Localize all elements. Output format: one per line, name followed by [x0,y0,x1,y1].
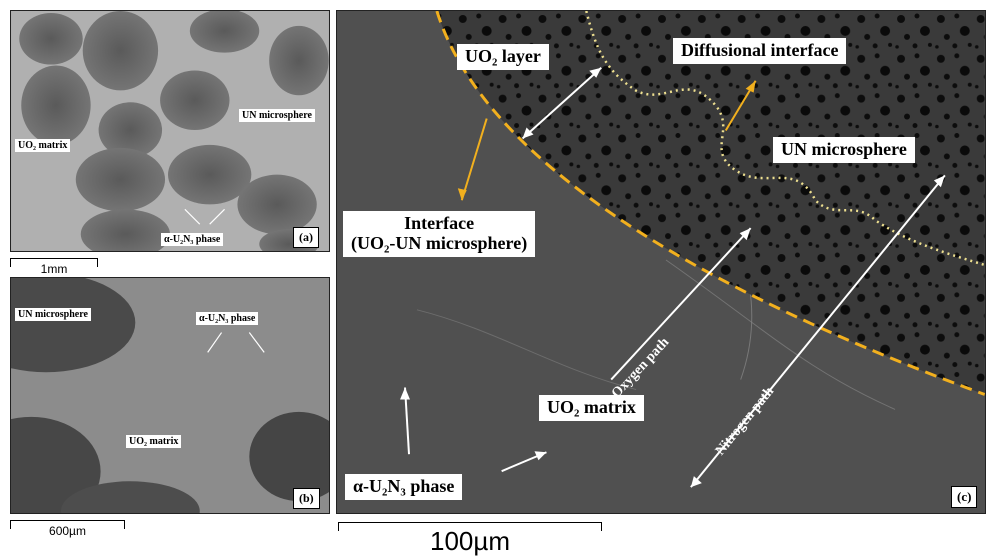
arrow-alpha-phase [207,332,223,353]
un-microsphere-grain [11,278,136,373]
alpha-phase-label: α-U₂N₃ phase [196,312,259,325]
un-microsphere-grain [249,411,329,502]
oxygen-path-arrow [610,227,752,381]
un-microsphere-label: UN microsphere [239,109,315,122]
panel-c-image [337,11,985,513]
un-microsphere-grain [19,12,83,65]
scalebar-line [10,520,125,529]
un-microsphere-grain [98,102,163,158]
scalebar-text: 600µm [49,524,86,538]
un-microsphere-grain [80,209,170,251]
un-microsphere-label: UN microsphere [773,137,915,163]
alpha-phase-label: α-U₂N₃ phase [161,233,224,246]
panel-a-micrograph: UO₂ matrix UN microsphere α-U₂N₃ phase (… [10,10,330,252]
uo2-matrix-label: UO₂ matrix [539,395,644,421]
panel-a-image [11,11,329,251]
panel-c-label: (c) [951,486,978,508]
panel-b-scalebar: 600µm [10,520,125,540]
un-microsphere-grain [11,416,101,513]
interface-label-line1: Interface [404,213,475,233]
arrow-alpha-phase [248,332,265,353]
nitrogen-path-arrow [690,174,946,488]
panel-c-micrograph: UO₂ layer Diffusional interface UN micro… [336,10,986,514]
diffusional-interface-label: Diffusional interface [673,38,847,64]
uo2-layer-label: UO₂ layer [457,44,549,70]
un-microsphere-grain [21,65,91,145]
panel-c-scalebar: 100µm [338,522,602,556]
scalebar-line [338,522,602,531]
uo2-matrix-label: UO₂ matrix [15,139,71,152]
un-microsphere-grain [75,147,166,212]
interface-label-line2: (UO₂-UN microsphere) [351,232,528,253]
un-microsphere-grain [168,144,252,205]
un-microsphere-grain [160,70,230,131]
arrow-alpha-phase [184,208,201,225]
un-microsphere-label: UN microsphere [15,308,91,321]
interface-label: Interface (UO₂-UN microsphere) [343,211,536,257]
un-microsphere-region [436,11,985,395]
panel-a-label: (a) [293,227,319,248]
un-microsphere-grain [189,11,260,53]
diffusional-interface-line [585,11,985,267]
uo2-matrix-label: UO₂ matrix [126,435,182,448]
panel-b-label: (b) [293,488,320,509]
panel-a-scalebar: 1mm [10,258,98,278]
panel-b-micrograph: UN microsphere α-U₂N₃ phase UO₂ matrix (… [10,277,330,514]
un-microsphere-grain [237,174,317,235]
un-microsphere-grain [269,25,329,96]
arrow-alpha-phase [209,208,225,225]
un-microsphere-grain [82,11,159,91]
interface-arrow [460,118,488,201]
scalebar-text: 100µm [429,526,511,556]
scalebar-text: 1mm [40,262,68,276]
uo2-layer-arrow [521,67,602,140]
un-microsphere-grain [60,481,200,513]
alpha-phase-label: α-U₂N₃ phase [345,474,463,500]
scalebar-line [10,258,98,267]
